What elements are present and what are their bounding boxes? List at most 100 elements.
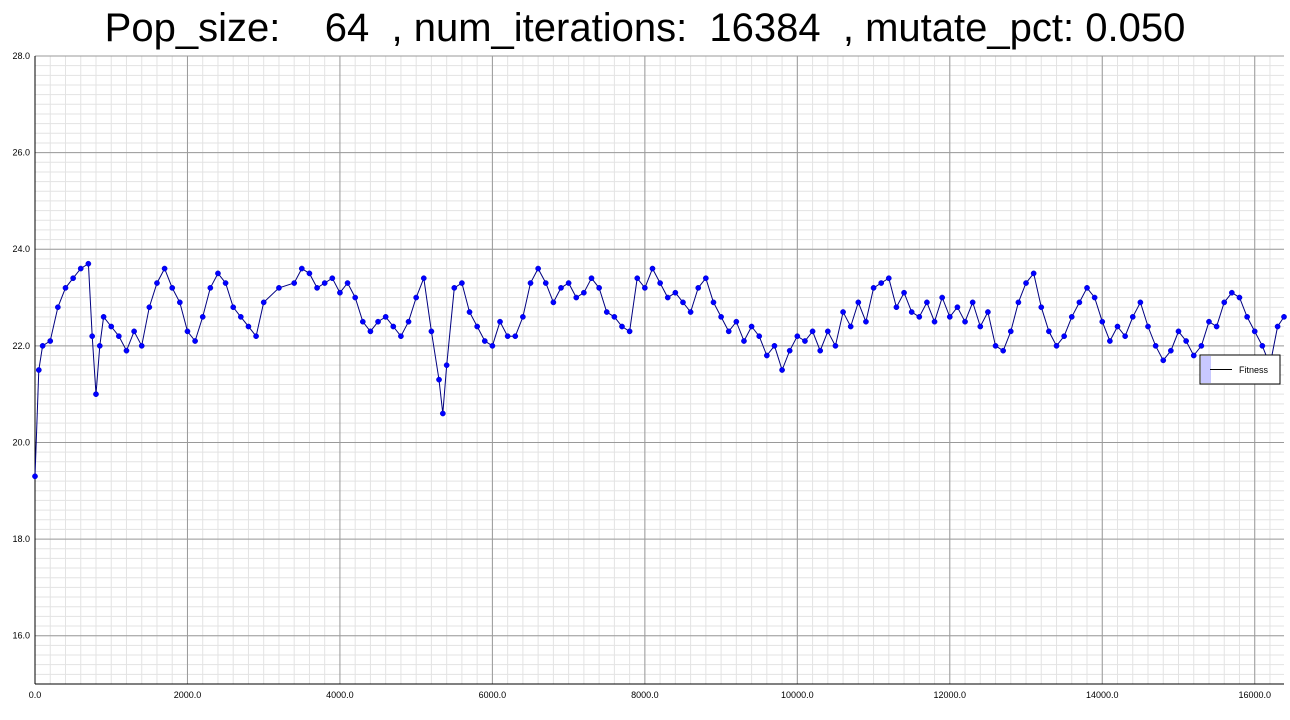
data-point (230, 304, 237, 311)
data-point (405, 318, 412, 325)
data-point (817, 347, 824, 354)
data-point (1015, 299, 1022, 306)
x-tick-label: 8000.0 (631, 690, 659, 700)
data-point (1259, 342, 1266, 349)
data-point (321, 280, 328, 286)
data-point (786, 347, 793, 354)
data-point (1091, 294, 1098, 301)
data-point (1137, 299, 1144, 306)
data-point (840, 309, 846, 315)
data-point (1236, 294, 1243, 301)
x-tick-label: 4000.0 (326, 690, 354, 700)
data-point (123, 347, 130, 354)
data-point (1053, 342, 1060, 349)
data-point (542, 280, 549, 286)
data-point (718, 314, 724, 320)
data-point (352, 294, 359, 301)
data-point (176, 299, 183, 306)
data-point (725, 328, 732, 335)
data-point (603, 309, 610, 315)
data-point (680, 299, 686, 306)
legend: Fitness (1199, 354, 1281, 385)
data-point (702, 275, 709, 282)
data-point (878, 280, 885, 286)
data-point (184, 328, 191, 335)
data-point (1046, 328, 1052, 335)
data-point (260, 299, 267, 306)
data-point (192, 338, 198, 344)
data-point (298, 265, 305, 272)
data-point (70, 275, 76, 282)
data-point (337, 289, 343, 296)
data-point (481, 338, 488, 344)
data-point (619, 323, 625, 330)
data-point (1084, 285, 1090, 291)
data-point (466, 309, 473, 315)
data-point (634, 275, 641, 282)
data-point (809, 328, 816, 335)
data-point (985, 309, 991, 315)
data-point (1244, 314, 1250, 320)
data-point (1213, 323, 1220, 330)
data-point (1198, 342, 1205, 349)
data-point (802, 338, 808, 344)
data-point (908, 309, 915, 315)
data-point (367, 328, 374, 335)
data-point (85, 260, 92, 267)
data-point (439, 410, 446, 417)
data-point (382, 314, 389, 320)
data-point (954, 304, 961, 311)
minor-gridlines (34, 55, 1284, 685)
data-point (626, 328, 633, 335)
data-point (763, 352, 770, 359)
data-point (100, 314, 107, 320)
data-point (451, 285, 458, 291)
data-point (756, 333, 763, 340)
data-point (344, 280, 351, 286)
data-point (870, 285, 877, 291)
data-point (474, 323, 481, 330)
data-point (1251, 328, 1258, 335)
data-point (1107, 338, 1113, 344)
data-point (504, 333, 511, 340)
data-point (1122, 333, 1128, 340)
data-point (276, 285, 282, 291)
data-point (1145, 323, 1151, 330)
data-point (924, 299, 930, 306)
data-point (222, 280, 229, 286)
data-point (664, 294, 671, 301)
data-point (962, 318, 968, 325)
data-point (329, 275, 336, 282)
data-point (375, 318, 381, 325)
data-point (237, 314, 244, 320)
data-point (596, 285, 602, 291)
data-point (573, 294, 580, 301)
data-point (55, 304, 61, 311)
data-point (649, 265, 656, 272)
data-point (1274, 323, 1281, 330)
data-point (314, 285, 320, 291)
data-point (733, 318, 740, 325)
data-point (672, 289, 679, 296)
x-tick-label: 0.0 (29, 690, 42, 700)
chart-title: Pop_size: 64 , num_iterations: 16384 , m… (104, 6, 1186, 50)
x-tick-label: 10000.0 (781, 690, 814, 700)
x-tick-label: 16000.0 (1238, 690, 1271, 700)
data-point (1023, 280, 1029, 286)
y-tick-label: 20.0 (12, 437, 30, 447)
y-tick-label: 28.0 (12, 51, 30, 61)
data-point (1068, 314, 1075, 320)
data-point (116, 333, 122, 340)
data-point (939, 294, 946, 301)
x-tick-label: 14000.0 (1086, 690, 1119, 700)
data-point (306, 270, 313, 277)
x-tick-label: 2000.0 (174, 690, 202, 700)
data-point (77, 265, 84, 272)
data-point (131, 328, 137, 335)
data-point (108, 323, 115, 330)
data-point (687, 309, 694, 315)
data-point (199, 314, 206, 320)
data-point (847, 323, 854, 330)
data-point (558, 285, 564, 291)
